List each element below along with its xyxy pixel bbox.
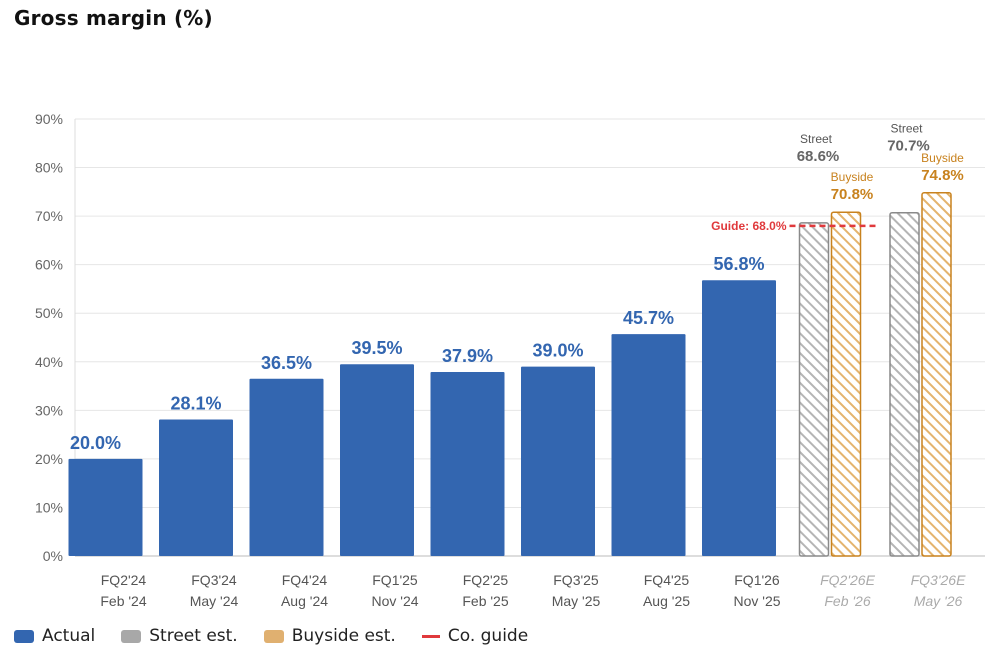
y-tick-label: 80% — [35, 160, 63, 176]
chart-title: Gross margin (%) — [14, 6, 213, 30]
x-tick-sublabel: Aug '25 — [643, 593, 690, 609]
bars — [68, 192, 952, 557]
x-axis: FQ2'24 Feb '24 FQ3'24 May '24 FQ4'24 Aug '24 F… — [100, 572, 966, 609]
bar-buyside-est — [830, 211, 862, 557]
y-tick-label: 90% — [35, 111, 63, 127]
x-tick-label: FQ3'25 — [553, 572, 599, 588]
legend-swatch-buyside — [263, 629, 284, 643]
y-tick-label: 0% — [43, 548, 63, 564]
x-tick-label: FQ2'24 — [101, 572, 147, 588]
legend-swatch-actual — [14, 629, 34, 643]
bar-actual — [521, 366, 595, 556]
buyside-tag: Buyside — [921, 151, 964, 165]
bar-street-est — [798, 222, 830, 557]
data-label-actual: 39.0% — [532, 341, 583, 361]
y-tick-label: 50% — [35, 305, 63, 321]
bar-actual — [249, 378, 324, 556]
y-tick-label: 30% — [35, 402, 63, 418]
data-label-actual: 45.7% — [623, 308, 674, 328]
legend-guide: Co. guide — [421, 626, 529, 646]
legend-label-guide: Co. guide — [447, 626, 529, 646]
legend-label-buyside: Buyside est. — [291, 626, 396, 646]
legend-swatch-street — [121, 629, 142, 643]
x-tick-sublabel: Feb '26 — [824, 593, 870, 609]
legend-label-actual: Actual — [42, 626, 96, 646]
data-label-street: 68.6% — [797, 148, 840, 165]
bar-actual — [430, 371, 505, 556]
legend-actual: Actual — [14, 626, 95, 646]
y-tick-label: 60% — [35, 257, 63, 273]
x-tick-sublabel: Nov '24 — [371, 593, 418, 609]
x-tick-label: FQ3'26E — [911, 572, 966, 588]
street-tag: Street — [890, 122, 923, 136]
legend-swatch-guide — [421, 634, 440, 638]
x-tick-sublabel: Nov '25 — [733, 593, 780, 609]
bar-actual — [611, 334, 686, 556]
x-tick-label: FQ4'25 — [644, 572, 690, 588]
x-tick-sublabel: May '25 — [552, 593, 601, 609]
data-label-actual: 37.9% — [442, 346, 493, 366]
street-tag: Street — [800, 132, 833, 146]
x-tick-sublabel: Feb '25 — [462, 593, 508, 609]
x-tick-label: FQ3'24 — [191, 572, 237, 588]
x-tick-label: FQ4'24 — [282, 572, 328, 588]
x-tick-label: FQ2'26E — [820, 572, 875, 588]
data-label-buyside: 74.8% — [921, 167, 964, 184]
x-tick-sublabel: May '24 — [190, 593, 239, 609]
y-tick-label: 40% — [35, 354, 63, 370]
x-tick-label: FQ2'25 — [463, 572, 509, 588]
y-tick-label: 20% — [35, 451, 63, 467]
legend: Actual Street est. Buyside est. Co. guid… — [14, 626, 554, 646]
x-tick-sublabel: Feb '24 — [100, 593, 146, 609]
buyside-tag: Buyside — [831, 170, 874, 184]
bar-actual — [68, 458, 143, 556]
data-label-actual: 56.8% — [713, 254, 764, 274]
data-label-actual: 39.5% — [351, 338, 402, 358]
x-tick-sublabel: Aug '24 — [281, 593, 328, 609]
data-label-actual: 20.0% — [70, 433, 121, 453]
data-label-buyside: 70.8% — [831, 186, 874, 203]
x-tick-label: FQ1'25 — [372, 572, 418, 588]
x-tick-label: FQ1'26 — [734, 572, 780, 588]
bar-actual — [702, 280, 776, 556]
bar-street-est — [889, 211, 920, 557]
data-labels: 20.0% 28.1% 36.5% 39.5% 37.9% 39.0% 45.7% 56.8%… — [70, 122, 964, 453]
data-label-actual: 36.5% — [261, 353, 312, 373]
legend-street: Street est. — [121, 626, 238, 646]
guide-label: Guide: 68.0% — [711, 219, 787, 233]
x-tick-sublabel: May '26 — [914, 593, 963, 609]
legend-buyside: Buyside est. — [263, 626, 396, 646]
legend-label-street: Street est. — [149, 626, 238, 646]
data-label-street: 70.7% — [887, 138, 930, 155]
data-label-actual: 28.1% — [170, 394, 221, 414]
y-tick-label: 70% — [35, 208, 63, 224]
bar-buyside-est — [921, 192, 952, 557]
bar-actual — [159, 419, 233, 556]
bar-actual — [340, 364, 414, 556]
y-tick-label: 10% — [35, 499, 63, 515]
